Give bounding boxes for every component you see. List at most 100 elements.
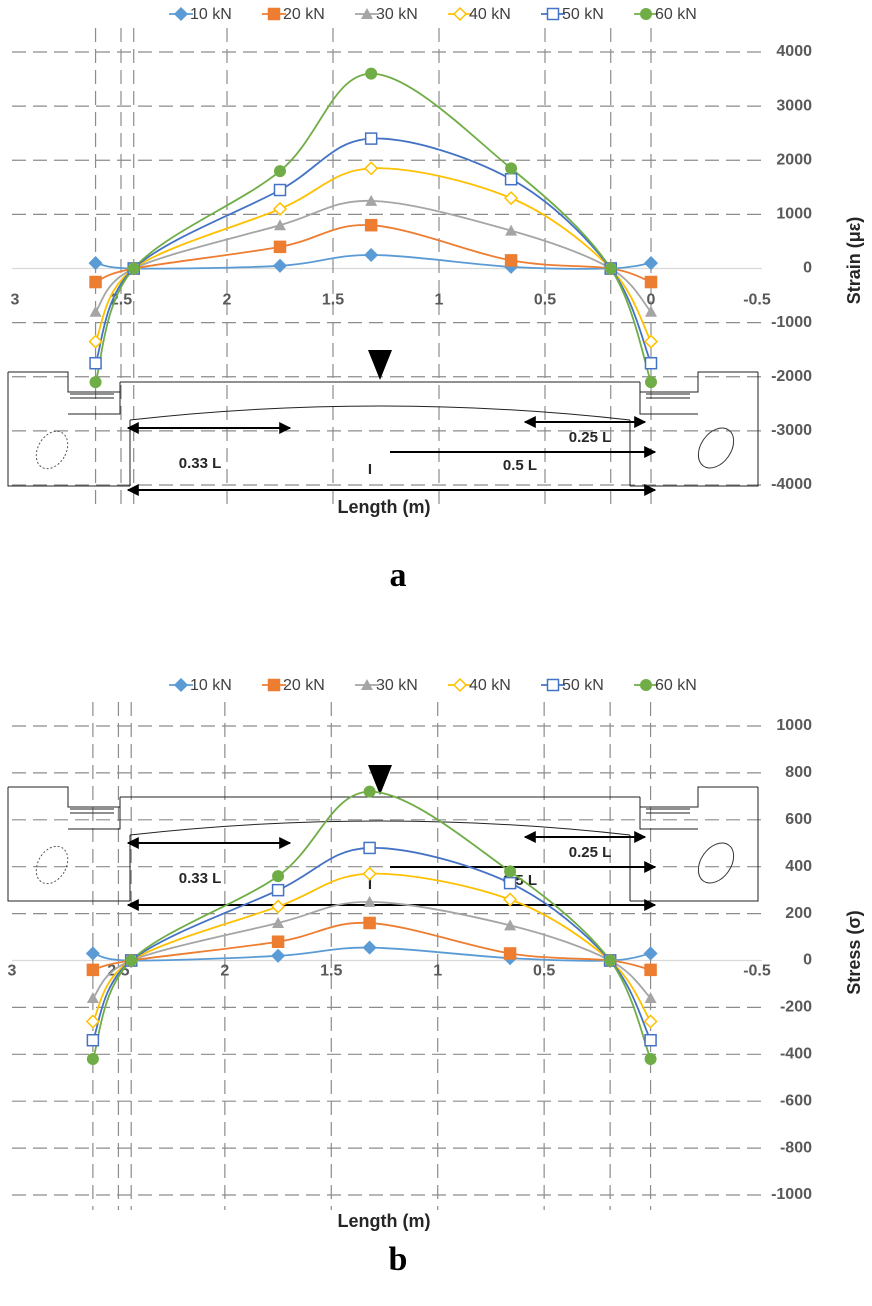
panel-label: b	[389, 1241, 408, 1278]
legend-marker	[452, 677, 468, 693]
marker	[364, 218, 378, 232]
marker	[643, 334, 659, 349]
x-axis-title: Length (m)	[338, 497, 431, 517]
marker	[644, 275, 658, 289]
x-tick-label: 3	[8, 963, 17, 980]
marker	[643, 1014, 658, 1029]
support-left	[7, 786, 130, 902]
y-axis-title: Strain (με)	[844, 217, 864, 305]
marker	[88, 256, 103, 271]
legend-label: 40 kN	[469, 677, 511, 694]
marker	[363, 785, 376, 798]
marker	[644, 356, 658, 370]
marker	[364, 247, 379, 263]
marker	[274, 219, 286, 231]
marker	[273, 183, 287, 197]
marker	[365, 194, 378, 206]
marker	[604, 954, 617, 967]
beam-diagram: 0.33 L0.25 L0.5 LI	[7, 765, 759, 911]
marker	[85, 946, 100, 961]
marker	[645, 305, 657, 317]
marker	[86, 992, 99, 1004]
marker	[505, 224, 518, 236]
marker	[363, 895, 376, 907]
marker	[272, 916, 285, 928]
chart: -4000 -3000 -2000 -1000 0 1000 2000 3000 4000 3 2.…	[7, 6, 864, 594]
legend-marker	[361, 679, 373, 690]
load-arrow	[368, 765, 392, 795]
marker	[362, 866, 377, 881]
specimen-left	[35, 430, 69, 470]
legend-marker	[267, 678, 281, 692]
marker	[503, 892, 518, 907]
beam	[119, 381, 641, 486]
support-right	[630, 786, 759, 902]
legend-label: 10 kN	[190, 6, 232, 23]
legend-label: 30 kN	[376, 677, 418, 694]
beam	[119, 796, 641, 901]
marker	[89, 376, 102, 389]
y-tick-label: -200	[780, 999, 812, 1016]
legend-label: 40 kN	[469, 6, 511, 23]
marker	[504, 919, 517, 931]
x-tick-label: 0.5	[533, 963, 555, 980]
y-tick-label: -4000	[771, 476, 812, 493]
load-arrow	[368, 350, 392, 380]
support-right	[630, 371, 759, 487]
legend-label: 60 kN	[655, 677, 697, 694]
marker	[504, 254, 518, 267]
x-axis-title: Length (m)	[338, 1211, 431, 1231]
legend-label: 50 kN	[562, 6, 604, 23]
y-tick-label: 2000	[776, 151, 812, 168]
y-tick-label: 0	[803, 952, 812, 969]
legend-label: 30 kN	[376, 6, 418, 23]
legend-marker	[640, 8, 652, 20]
legend-marker	[640, 679, 652, 691]
marker	[644, 1052, 657, 1065]
x-tick-label: -0.5	[743, 963, 771, 980]
y-tick-label: 1000	[776, 206, 812, 223]
legend-label: 10 kN	[190, 677, 232, 694]
x-tick-label: 1	[435, 292, 444, 309]
marker	[271, 899, 286, 914]
marker	[273, 240, 287, 254]
x-tick-label: 2	[223, 292, 232, 309]
marker	[363, 916, 376, 930]
support-left	[7, 371, 130, 487]
rod-left	[70, 393, 114, 399]
specimen-right	[697, 842, 735, 884]
panel-label: a	[390, 557, 407, 594]
marker	[503, 876, 517, 890]
marker	[644, 1033, 657, 1047]
marker	[89, 275, 102, 289]
marker	[271, 935, 285, 948]
marker	[362, 940, 377, 955]
marker	[125, 954, 138, 967]
annotation: 0.25 L	[569, 429, 612, 446]
x-tick-label: 3	[11, 292, 20, 309]
marker	[127, 262, 140, 275]
marker	[504, 191, 519, 206]
rod-right	[646, 808, 690, 814]
annotation: 0.5 L	[503, 457, 537, 474]
y-tick-label: 0	[803, 260, 812, 277]
chart: -1000 -800 -600 -400 -200 0 200 400 600 800 1000 3 2…	[7, 677, 864, 1278]
y-tick-label: 3000	[776, 97, 812, 114]
rod-right	[646, 393, 690, 399]
legend-marker	[361, 8, 373, 19]
y-tick-label: -2000	[771, 368, 812, 385]
legend-label: 20 kN	[283, 677, 325, 694]
marker	[643, 256, 659, 271]
legend-marker	[173, 677, 189, 693]
marker	[88, 334, 103, 349]
marker	[89, 356, 102, 370]
x-tick-label: 2.5	[110, 292, 132, 309]
legend-marker	[546, 7, 560, 21]
marker	[364, 161, 379, 176]
x-tick-label: 0.5	[534, 292, 556, 309]
y-tick-label: -1000	[771, 314, 812, 331]
marker	[644, 992, 657, 1004]
y-axis-title: Stress (σ)	[844, 910, 864, 994]
marker	[644, 963, 657, 977]
x-tick-label: 1.5	[322, 292, 344, 309]
